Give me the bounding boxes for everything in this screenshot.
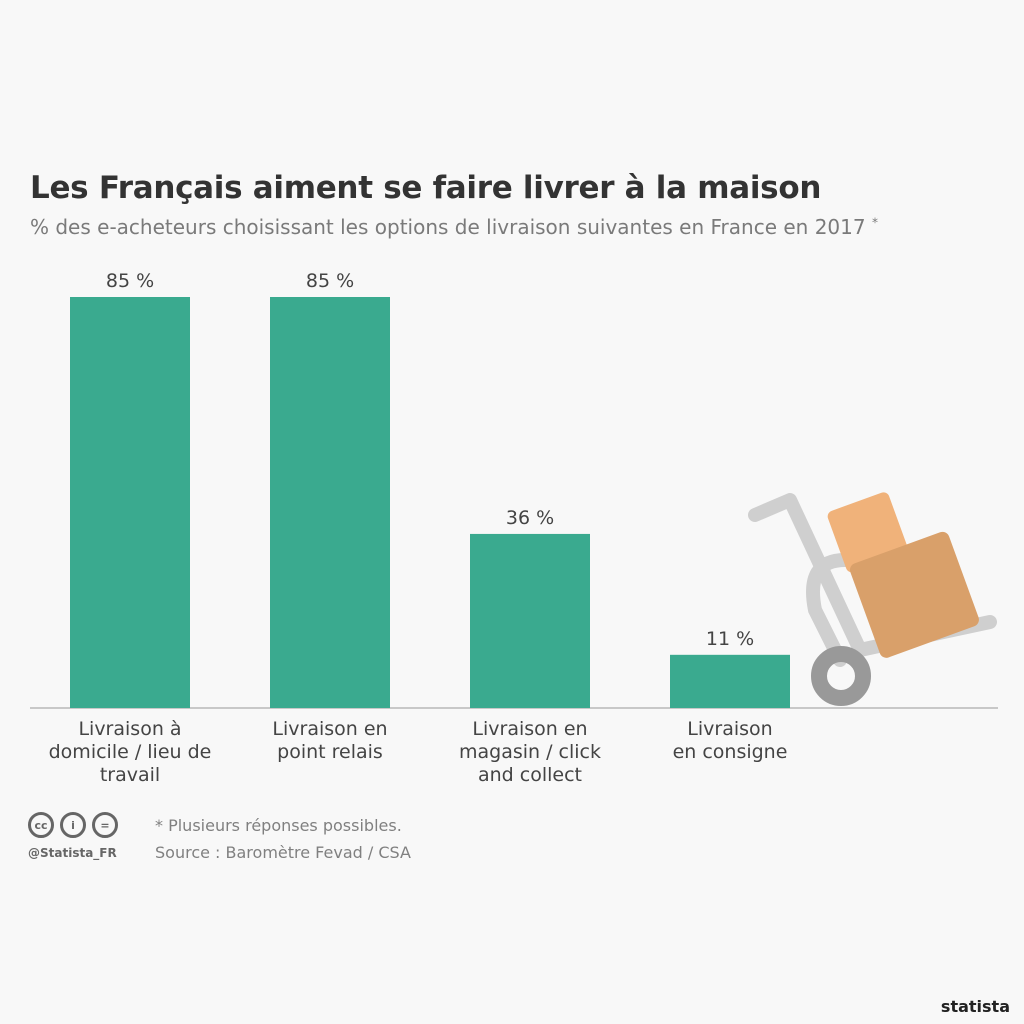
category-label-line: Livraison [687,718,773,740]
category-label: Livraison à domicile / lieu de travail [30,718,230,787]
subtitle-text: % des e-acheteurs choisissant les option… [30,215,866,239]
source: Source : Baromètre Fevad / CSA [155,843,411,862]
license-icons: cc i = [28,812,118,838]
category-label-line: en consigne [672,741,788,763]
category-label-line: domicile / lieu de [48,741,212,763]
subtitle-marker: * [871,215,878,230]
no-derivatives-icon: = [92,812,118,838]
category-label-line: point relais [277,741,383,763]
bar [70,297,190,708]
category-label-line: magasin / click [458,741,601,763]
category-label-line: Livraison à [78,718,182,740]
category-label: Livraison en point relais [230,718,430,764]
value-label: 85 % [305,270,355,292]
category-label-line: travail [99,764,161,786]
value-label: 36 % [505,506,555,529]
attribution-icon: i [60,812,86,838]
chart-subtitle: % des e-acheteurs choisissant les option… [30,215,878,239]
category-label: Livraison en magasin / click and collect [430,718,630,787]
bar [270,297,390,708]
chart-title: Les Français aiment se faire livrer à la… [30,170,822,206]
footnote: * Plusieurs réponses possibles. [155,816,402,835]
value-label: 11 % [705,627,755,650]
hand-truck-illustration [748,492,997,706]
value-label: 85 % [105,270,155,292]
category-label-line: Livraison en [472,718,588,740]
twitter-handle: @Statista_FR [28,846,117,860]
category-label-line: Livraison en [272,718,388,740]
creative-commons-icon: cc [28,812,54,838]
statista-logo: statista [940,997,1010,1016]
bar [670,654,790,708]
category-label-line: and collect [478,764,582,786]
category-label: Livraison en consigne [630,718,830,764]
bar [470,533,590,708]
